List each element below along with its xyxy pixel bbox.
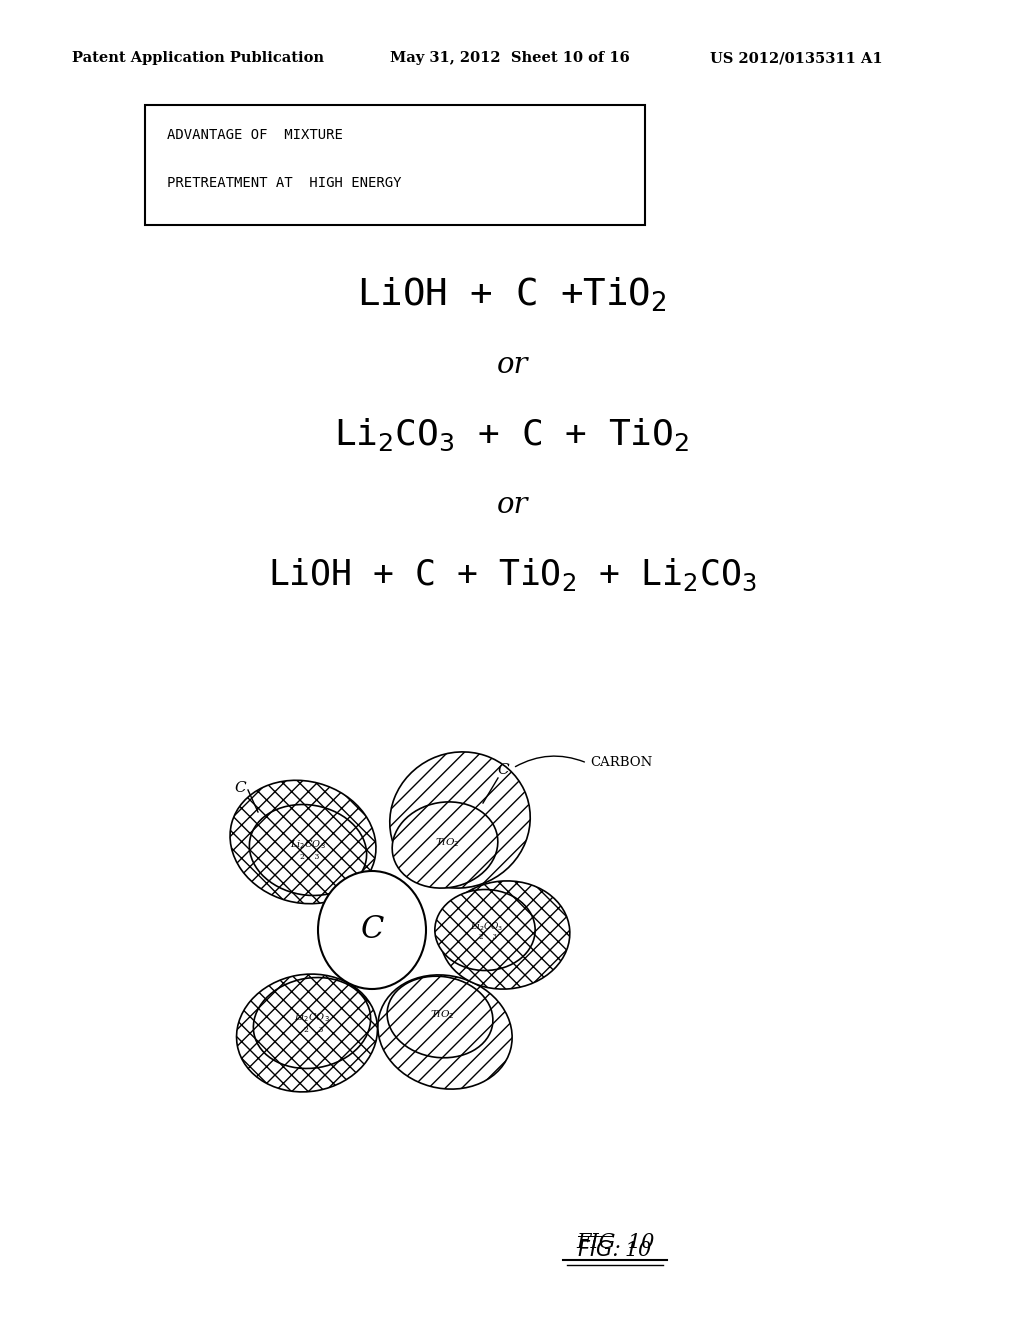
Text: $\overline{FIG}$. 10: $\overline{FIG}$. 10 xyxy=(578,1236,652,1261)
Ellipse shape xyxy=(392,803,498,888)
Bar xyxy=(145,106,645,224)
Text: 2    3: 2 3 xyxy=(304,1026,324,1034)
Ellipse shape xyxy=(435,890,536,970)
Text: ADVANTAGE OF  MIXTURE: ADVANTAGE OF MIXTURE xyxy=(167,128,343,143)
Ellipse shape xyxy=(237,974,378,1092)
Text: TiO$_2$: TiO$_2$ xyxy=(434,837,460,849)
Text: Patent Application Publication: Patent Application Publication xyxy=(72,51,324,65)
Ellipse shape xyxy=(230,780,376,904)
Ellipse shape xyxy=(378,975,512,1089)
Text: 2    3: 2 3 xyxy=(479,933,497,941)
Text: May 31, 2012  Sheet 10 of 16: May 31, 2012 Sheet 10 of 16 xyxy=(390,51,630,65)
Text: C: C xyxy=(234,781,246,795)
Ellipse shape xyxy=(318,871,426,989)
Text: TiO$_2$: TiO$_2$ xyxy=(430,1008,455,1022)
Text: C: C xyxy=(498,763,509,777)
Text: US 2012/0135311 A1: US 2012/0135311 A1 xyxy=(710,51,883,65)
Text: Li$_2$CO$_3$ + C + TiO$_2$: Li$_2$CO$_3$ + C + TiO$_2$ xyxy=(334,417,690,453)
Text: or: or xyxy=(497,491,527,519)
Text: Li$_2$CO$_3$: Li$_2$CO$_3$ xyxy=(290,838,326,851)
Ellipse shape xyxy=(390,752,530,888)
Text: FIG. 10: FIG. 10 xyxy=(575,1233,654,1253)
Text: LiOH + C + TiO$_2$ + Li$_2$CO$_3$: LiOH + C + TiO$_2$ + Li$_2$CO$_3$ xyxy=(267,557,757,593)
Ellipse shape xyxy=(387,977,493,1057)
Text: Li$_2$CO$_3$: Li$_2$CO$_3$ xyxy=(470,921,504,933)
Text: PRETREATMENT AT  HIGH ENERGY: PRETREATMENT AT HIGH ENERGY xyxy=(167,176,401,190)
Text: C: C xyxy=(360,915,384,945)
FancyArrowPatch shape xyxy=(515,756,585,767)
Text: 2    3: 2 3 xyxy=(300,853,319,861)
Ellipse shape xyxy=(253,978,371,1068)
Text: CARBON: CARBON xyxy=(590,756,652,770)
Text: Li$_2$CO$_3$: Li$_2$CO$_3$ xyxy=(294,1011,330,1024)
Text: LiOH + C +TiO$_2$: LiOH + C +TiO$_2$ xyxy=(357,276,667,314)
Ellipse shape xyxy=(440,880,569,989)
Text: or: or xyxy=(497,351,527,379)
Ellipse shape xyxy=(250,804,367,895)
